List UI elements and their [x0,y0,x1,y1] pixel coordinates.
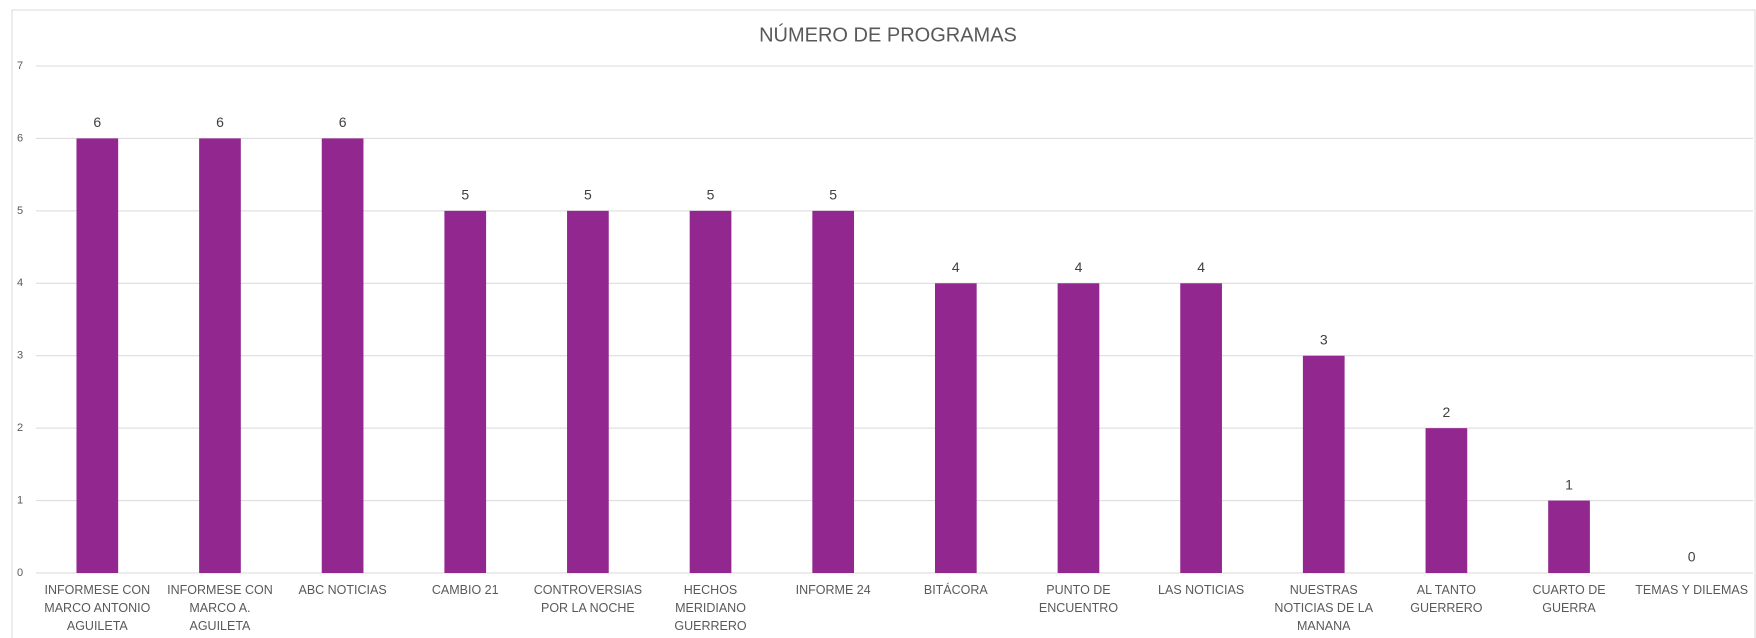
x-tick-label: INFORMESE CON MARCO ANTONIO AGUILETA [44,583,151,633]
y-tick-label: 0 [17,567,23,579]
bar [199,138,241,573]
bar [1180,283,1222,573]
y-tick-label: 2 [17,422,23,434]
y-tick-label: 1 [17,494,23,506]
data-label: 3 [1320,331,1328,347]
chart-title: NÚMERO DE PROGRAMAS [759,23,1017,46]
bar [76,138,119,573]
data-label: 4 [1197,259,1205,275]
data-label: 5 [707,187,715,203]
bar [812,210,855,573]
y-tick-label: 5 [17,205,23,217]
data-label: 6 [93,114,101,130]
y-tick-label: 4 [17,277,23,289]
data-label: 1 [1565,476,1573,492]
x-tick-label: INFORME 24 [795,583,871,597]
x-tick-label: INFORMESE CON MARCO A. AGUILETA [167,583,273,633]
data-label: 4 [952,259,960,275]
bar [1425,428,1468,573]
bar [444,210,487,573]
x-tick-label: NUESTRAS NOTICIAS DE LA MANANA [1274,583,1374,633]
x-tick-label: CONTROVERSIAS POR LA NOCHE [533,583,643,615]
bar [1302,355,1345,573]
y-tick-label: 7 [17,60,23,72]
data-label: 5 [461,187,469,203]
chart-frame [11,9,1756,638]
y-tick-label: 3 [17,350,23,362]
x-tick-label: PUNTO DE ENCUENTRO [1038,583,1119,615]
bar [1548,500,1590,573]
bar [1057,283,1100,573]
bar [934,283,977,573]
bar [689,210,732,573]
x-tick-label: AL TANTO GUERRERO [1410,583,1483,615]
x-tick-label: CUARTO DE GUERRA [1532,583,1606,615]
data-label: 5 [584,187,592,203]
bar [567,210,609,573]
data-label: 5 [829,187,837,203]
bar [321,138,364,573]
x-tick-label: LAS NOTICIAS [1158,583,1245,597]
data-label: 6 [216,114,224,130]
data-label: 2 [1442,404,1450,420]
x-tick-label: CAMBIO 21 [431,583,499,597]
data-label: 6 [339,114,347,130]
data-label: 4 [1075,259,1083,275]
x-tick-label: ABC NOTICIAS [298,583,387,597]
x-tick-label: HECHOS MERIDIANO GUERRERO [674,583,747,633]
y-tick-label: 6 [17,132,23,144]
data-label: 0 [1688,549,1696,565]
x-tick-label: TEMAS Y DILEMAS [1635,583,1749,597]
x-tick-label: BITÁCORA [923,583,988,597]
